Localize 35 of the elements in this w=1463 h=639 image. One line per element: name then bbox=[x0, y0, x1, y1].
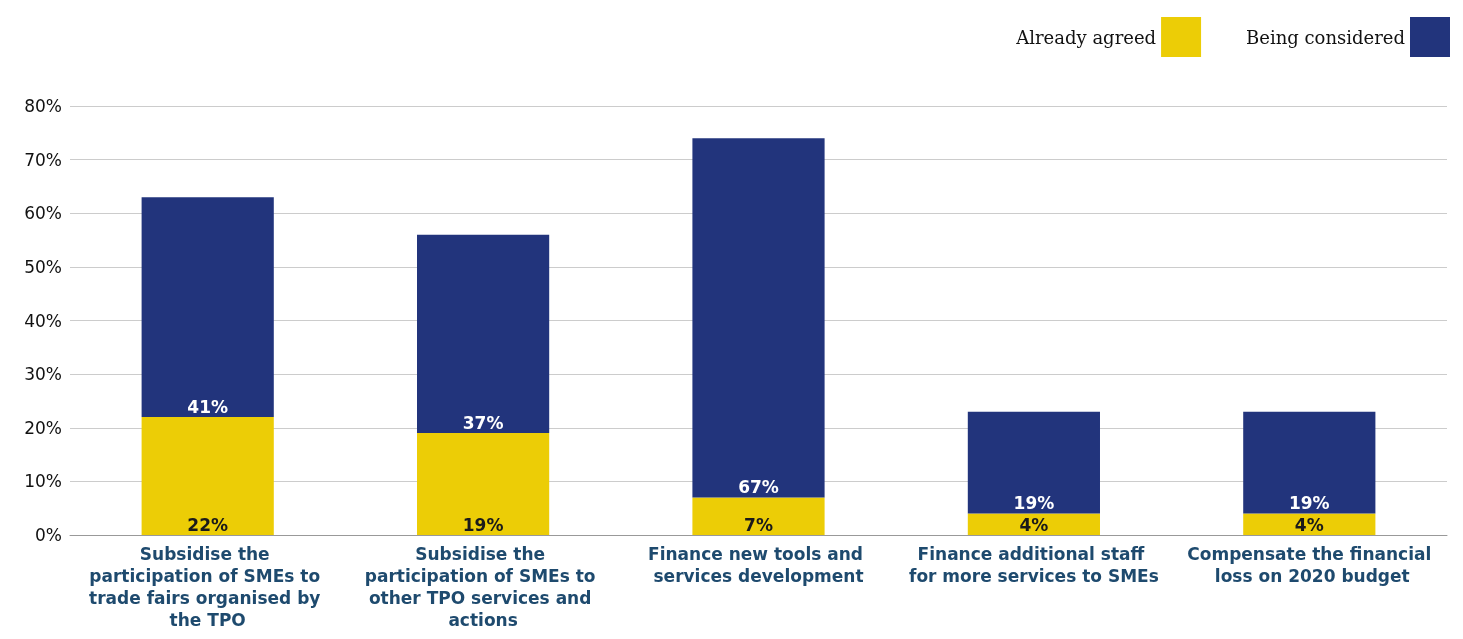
bar bbox=[692, 138, 825, 498]
data-label: 19% bbox=[1288, 493, 1330, 514]
y-tick-label: 50% bbox=[24, 256, 62, 277]
data-label: 7% bbox=[744, 514, 773, 535]
y-tick-label: 40% bbox=[24, 310, 62, 331]
y-tick-label: 30% bbox=[24, 364, 62, 385]
x-tick-label: Subsidise the participation of SMEs to other TPO services and actions bbox=[364, 544, 602, 630]
bar bbox=[967, 411, 1100, 514]
data-label: 67% bbox=[738, 476, 779, 497]
data-label: 19% bbox=[462, 514, 504, 535]
y-tick-label: 70% bbox=[24, 149, 62, 170]
bar bbox=[417, 433, 550, 535]
data-label: 4% bbox=[1019, 514, 1049, 535]
data-label: 37% bbox=[462, 412, 504, 433]
data-label: 41% bbox=[187, 396, 229, 417]
bar bbox=[967, 513, 1100, 535]
data-label: 4% bbox=[1294, 514, 1324, 535]
y-tick-label: 0% bbox=[35, 525, 62, 545]
x-tick-label: Subsidise the participation of SMEs to trade fairs organised by the TPO bbox=[89, 544, 327, 630]
bar bbox=[141, 197, 274, 418]
data-label: 22% bbox=[187, 514, 229, 535]
y-tick-label: 10% bbox=[24, 471, 62, 492]
bar bbox=[417, 234, 550, 434]
data-label: 19% bbox=[1013, 493, 1055, 514]
bar bbox=[1243, 411, 1376, 514]
y-tick-label: 60% bbox=[24, 203, 62, 224]
x-tick-label: Finance additional staff for more services to SMEs bbox=[908, 544, 1159, 586]
legend-label: Being considered bbox=[1246, 26, 1405, 48]
bar bbox=[692, 497, 825, 535]
bar bbox=[141, 417, 274, 535]
y-tick-label: 80% bbox=[24, 96, 62, 116]
x-tick-label: Compensate the financial loss on 2020 budget bbox=[1187, 544, 1432, 586]
y-tick-label: 20% bbox=[24, 417, 62, 438]
legend-label: Already agreed bbox=[1015, 26, 1157, 48]
x-tick-label: Finance new tools and services development bbox=[648, 544, 869, 586]
